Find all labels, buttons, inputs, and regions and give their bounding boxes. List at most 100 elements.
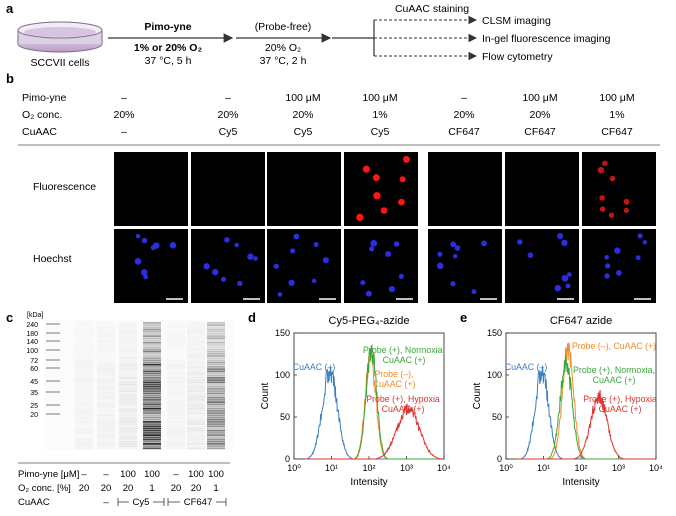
ladder-band — [46, 323, 60, 325]
micrograph-hoechst-3 — [267, 229, 341, 303]
micrograph-fluorescence-4 — [344, 152, 418, 226]
micrograph-fluorescence-1 — [114, 152, 188, 226]
ladder-label-100: 100 — [26, 348, 38, 355]
x-tick-label: 10⁰ — [287, 463, 301, 473]
annotation-label: CuAAC (+) — [382, 404, 425, 414]
gel-lane-6 — [187, 328, 205, 450]
ladder-label-240: 240 — [26, 322, 38, 329]
series-probe-hypoxia-cuaac — [305, 403, 443, 460]
histogram-chart-cf647: CF647 azide 0 50 100 150 10⁰ 10¹ 10² 10³ 10⁴ Inten… — [472, 315, 663, 488]
ladder-label-60: 60 — [30, 366, 38, 373]
output-flow: Flow cytometry — [482, 51, 553, 63]
gel-o2-1: 20 — [79, 483, 90, 494]
step2-condition: 20% O₂ — [265, 42, 301, 54]
y-axis-label: Count — [472, 382, 483, 409]
panel-label-d: d — [248, 310, 256, 325]
table-cell-o2-6: 20% — [529, 109, 550, 121]
x-axis-label: Intensity — [350, 477, 387, 488]
gel-o2-4: 1 — [149, 483, 154, 494]
micrograph-hoechst-2 — [191, 229, 265, 303]
ladder-band — [46, 391, 60, 393]
y-tick-label: 150 — [487, 328, 502, 338]
gel-cy5-label: Cy5 — [133, 497, 150, 508]
panel-label-a: a — [6, 1, 14, 16]
annotation-label: CuAAC (+) — [599, 404, 642, 414]
annotation-label: CuAAC (+) — [373, 379, 416, 389]
y-tick-label: 50 — [280, 412, 290, 422]
chart-title: CF647 azide — [550, 315, 612, 327]
table-cell-o2-2: 20% — [217, 109, 238, 121]
y-tick-label: 100 — [275, 370, 290, 380]
panel-label-e: e — [460, 310, 467, 325]
micrograph-hoechst-7 — [582, 229, 656, 303]
x-tick-label: 10² — [574, 463, 587, 473]
ladder-band — [46, 413, 60, 415]
ladder-band — [46, 404, 60, 406]
x-tick-label: 10¹ — [325, 463, 338, 473]
x-tick-label: 10⁴ — [437, 463, 451, 473]
micrograph-hoechst-4 — [344, 229, 418, 303]
table-cell-o2-4: 1% — [372, 109, 387, 121]
ladder-band — [46, 340, 60, 342]
condition-table: – 20% – – 20% Cy5 100 μM 20% Cy5 100 μM 1% Cy5 – 20% C… — [113, 92, 634, 138]
ladder-band — [46, 380, 60, 382]
series-probe-hypoxia-cuaac — [517, 389, 655, 460]
step1-condition: 1% or 20% O₂ — [134, 42, 203, 54]
ladder-label-35: 35 — [30, 390, 38, 397]
histogram-chart-cy5: Cy5-PEG₄-azide 0 50 100 150 10⁰ 10¹ 10² 10³ 10⁴ In… — [260, 315, 451, 488]
table-cell-o2-3: 20% — [292, 109, 313, 121]
table-cell-cuaac-6: CF647 — [524, 126, 556, 138]
micrograph-hoechst-6 — [505, 229, 579, 303]
culture-dish-illustration — [17, 21, 103, 53]
x-tick-label: 10³ — [612, 463, 625, 473]
row-header-pimo: Pimo-yne — [22, 92, 67, 104]
y-axis-label: Count — [260, 382, 271, 409]
step2-time: 37 °C, 2 h — [260, 55, 307, 67]
micrograph-fluorescence-2 — [191, 152, 265, 226]
gel-pimo-3: 100 — [120, 469, 136, 480]
gel-lane-7 — [207, 322, 225, 450]
ladder-band — [46, 332, 60, 334]
ladder-band — [46, 349, 60, 351]
table-cell-cuaac-2: Cy5 — [219, 126, 238, 138]
workflow-cells-label: SCCVII cells — [31, 57, 90, 69]
row-label-fluorescence: Fluorescence — [33, 181, 96, 193]
table-cell-pimo-7: 100 μM — [599, 92, 634, 104]
ladder-label-180: 180 — [26, 331, 38, 338]
ladder-label-140: 140 — [26, 339, 38, 346]
table-cell-o2-7: 1% — [609, 109, 624, 121]
micrograph-grid — [114, 152, 656, 303]
gel-cf647-label: CF647 — [184, 497, 213, 508]
panel-label-b: b — [6, 71, 14, 86]
y-tick-label: 0 — [497, 454, 502, 464]
y-tick-label: 50 — [492, 412, 502, 422]
annotation-label: CuAAC (–) — [505, 362, 548, 372]
gel-pimo-6: 100 — [188, 469, 204, 480]
table-cell-pimo-1: – — [121, 92, 127, 104]
ladder-band — [46, 359, 60, 361]
table-cell-o2-1: 20% — [113, 109, 134, 121]
gel-cuaac-label: CuAAC — [18, 497, 50, 508]
micrograph-fluorescence-5 — [428, 152, 502, 226]
micrograph-hoechst-1 — [114, 229, 188, 303]
gel-cy5-bracket — [117, 496, 165, 508]
table-cell-cuaac-7: CF647 — [601, 126, 633, 138]
annotation-label: CuAAC (–) — [293, 362, 336, 372]
gel-unit-label: [kDa] — [27, 312, 43, 319]
panel-label-c: c — [6, 310, 13, 325]
ladder-band — [46, 367, 60, 369]
step1-title: Pimo-yne — [144, 21, 191, 33]
output-clsm: CLSM imaging — [482, 15, 551, 27]
x-tick-label: 10² — [362, 463, 375, 473]
ladder-label-72: 72 — [30, 358, 38, 365]
annotation-label: Probe (–), — [374, 369, 413, 379]
micrograph-fluorescence-6 — [505, 152, 579, 226]
annotation-label: CuAAC (+) — [593, 375, 636, 385]
row-label-hoechst: Hoechst — [33, 253, 72, 265]
gel-lane-3 — [119, 330, 137, 447]
gel-pimo-2: – — [103, 469, 109, 480]
gel-cuaac-dash: – — [103, 497, 109, 508]
step2-title: (Probe-free) — [255, 21, 312, 33]
micrograph-fluorescence-3 — [267, 152, 341, 226]
